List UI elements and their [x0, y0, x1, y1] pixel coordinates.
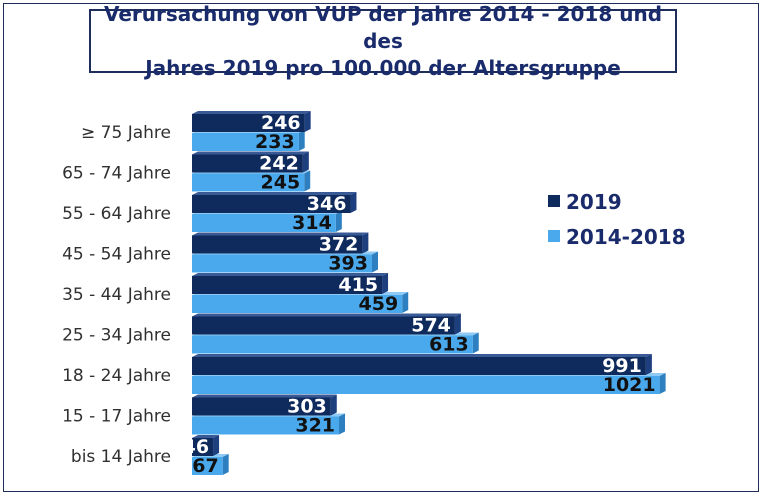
- bar-2019-6-top: [192, 354, 652, 357]
- bar-2014-2018-5-face: [192, 335, 473, 354]
- bar-2019-6: [192, 354, 652, 375]
- chart-title: Verursachung von VUP der Jahre 2014 - 20…: [91, 1, 675, 82]
- bar-2019-3-side: [362, 232, 369, 254]
- bar-2014-2018-0-side: [298, 130, 305, 151]
- bar-2014-2018-8-face: [192, 457, 223, 475]
- data-label-2014-2018-6: 1021: [603, 374, 656, 396]
- bar-2019-0-face: [192, 114, 305, 132]
- bar-2014-2018-3-face: [192, 254, 372, 273]
- bar-2019-3-face: [192, 235, 363, 254]
- bar-2019-4-top: [192, 273, 389, 276]
- data-label-2014-2018-7: 321: [295, 415, 335, 437]
- data-label-2019-5: 574: [411, 315, 451, 337]
- data-label-2014-2018-8: 67: [192, 455, 218, 477]
- data-label-2019-4: 415: [338, 274, 378, 296]
- bar-2014-2018-3-side: [371, 251, 378, 273]
- bar-2014-2018-6-face: [192, 376, 660, 394]
- bar-2019-2-top: [192, 192, 357, 195]
- legend-swatch-2014-2018: [548, 230, 560, 242]
- bar-2019-8: [192, 435, 220, 456]
- data-label-2014-2018-3: 393: [328, 253, 368, 275]
- bar-2019-3: [192, 232, 369, 254]
- bar-2019-5-top: [192, 313, 461, 317]
- bar-2014-2018-1-face: [192, 173, 305, 192]
- bar-2019-8-top: [192, 435, 220, 438]
- chart-title-line-2: Jahres 2019 pro 100.000 der Altersgruppe: [145, 55, 621, 80]
- bar-2014-2018-1-side: [304, 170, 311, 192]
- chart-frame: [3, 3, 759, 492]
- bar-2019-4-side: [382, 273, 389, 294]
- bar-2014-2018-2-side: [335, 211, 342, 232]
- bar-2019-5-face: [192, 316, 455, 335]
- category-label-2: 55 - 64 Jahre: [62, 204, 171, 224]
- data-label-2014-2018-2: 314: [292, 212, 332, 234]
- category-label-8: bis 14 Jahre: [71, 447, 171, 467]
- bar-2019-8-side: [213, 435, 220, 456]
- bar-2019-6-side: [645, 354, 652, 375]
- bar-2019-1: [192, 151, 309, 173]
- bar-2019-7-face: [192, 397, 331, 416]
- category-label-4: 35 - 44 Jahre: [62, 285, 171, 305]
- bar-2019-7-side: [330, 394, 337, 416]
- bar-2019-6-face: [192, 357, 646, 375]
- data-label-2014-2018-0: 233: [255, 131, 295, 153]
- bar-2019-7: [192, 394, 337, 416]
- bar-2019-0: [192, 111, 311, 132]
- category-labels: ≥ 75 Jahre 65 - 74 Jahre 55 - 64 Jahre 45 -…: [62, 123, 171, 467]
- bar-2019-3-top: [192, 232, 369, 236]
- bar-2019-5: [192, 313, 461, 335]
- category-label-1: 65 - 74 Jahre: [62, 164, 171, 184]
- bar-2019-4-face: [192, 276, 383, 294]
- bar-2014-2018-4-face: [192, 295, 403, 313]
- bar-2019-8-face: [192, 438, 214, 456]
- legend-label-2019: 2019: [566, 190, 622, 214]
- category-label-0: ≥ 75 Jahre: [81, 123, 171, 143]
- bar-2014-2018-8-side: [222, 454, 229, 475]
- bar-2014-2018-5-side: [472, 332, 479, 354]
- data-label-2019-0: 246: [261, 112, 301, 134]
- bar-2019-1-side: [302, 151, 309, 173]
- data-label-2019-2: 346: [307, 193, 347, 215]
- category-label-7: 15 - 17 Jahre: [62, 407, 171, 427]
- category-label-3: 45 - 54 Jahre: [62, 245, 171, 265]
- bar-2014-2018-0-face: [192, 133, 299, 151]
- legend-label-2014-2018: 2014-2018: [566, 225, 686, 249]
- bar-2014-2018-7-side: [339, 413, 346, 435]
- data-label-2019-3: 372: [319, 234, 359, 256]
- bar-2019-1-face: [192, 154, 303, 173]
- legend-swatch-2019: [548, 195, 560, 207]
- bar-2019-7-top: [192, 394, 337, 398]
- data-label-2014-2018-1: 245: [261, 172, 301, 194]
- chart-title-line-1: Verursachung von VUP der Jahre 2014 - 20…: [103, 1, 663, 53]
- bar-2019-2: [192, 192, 357, 213]
- data-label-2019-7: 303: [287, 396, 327, 418]
- bar-2019-5-side: [454, 313, 461, 335]
- bar-2014-2018-4-side: [402, 292, 409, 313]
- chart-title-box: Verursachung von VUP der Jahre 2014 - 20…: [89, 2, 677, 80]
- bar-2019-1-top: [192, 151, 309, 155]
- legend: 2019 2014-2018: [548, 190, 686, 249]
- data-label-2014-2018-4: 459: [359, 293, 399, 315]
- data-label-2019-6: 991: [602, 355, 642, 377]
- data-label-2019-8: 46: [183, 436, 209, 458]
- bar-2019-2-face: [192, 195, 351, 213]
- bar-2014-2018-7-face: [192, 416, 340, 435]
- bar-2014-2018-6: [192, 373, 666, 394]
- category-label-5: 25 - 34 Jahre: [62, 326, 171, 346]
- data-label-2014-2018-5: 613: [429, 334, 469, 356]
- bar-2019-4: [192, 273, 389, 294]
- data-label-2019-1: 242: [259, 153, 299, 175]
- bar-2019-2-side: [350, 192, 357, 213]
- bar-2014-2018-2-face: [192, 214, 336, 232]
- bar-2019-0-top: [192, 111, 311, 114]
- category-label-6: 18 - 24 Jahre: [62, 366, 171, 386]
- bar-2019-0-side: [304, 111, 311, 132]
- bar-2014-2018-6-side: [659, 373, 666, 394]
